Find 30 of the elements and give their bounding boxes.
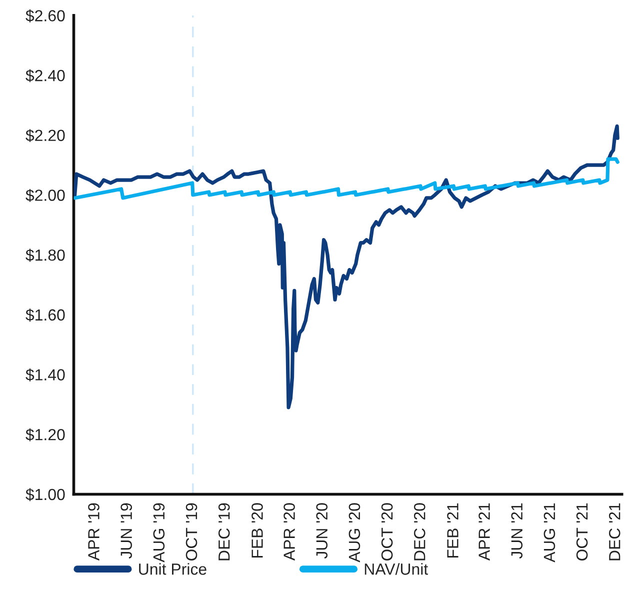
x-tick-label: OCT '19 bbox=[186, 503, 198, 560]
y-tick-label: $2.60 bbox=[26, 9, 65, 22]
x-tick-label: DEC '20 bbox=[414, 503, 426, 560]
x-tick-label: FEB '21 bbox=[447, 503, 458, 558]
x-tick-label: JUN '19 bbox=[120, 503, 132, 559]
x-tick-label: APR '19 bbox=[88, 503, 100, 561]
x-tick-label: DEC '19 bbox=[218, 503, 230, 560]
x-tick-label: OCT '21 bbox=[576, 503, 588, 560]
x-tick-label: FEB '20 bbox=[252, 503, 263, 558]
y-tick-label: $2.00 bbox=[26, 188, 65, 202]
x-tick-label: OCT '20 bbox=[381, 503, 393, 560]
x-tick-label: JUN '21 bbox=[511, 503, 523, 559]
legend-label: NAV/Unit bbox=[364, 563, 428, 575]
y-tick-label: $2.40 bbox=[26, 69, 65, 82]
y-tick-label: $1.80 bbox=[26, 248, 65, 262]
x-tick-label: APR '21 bbox=[478, 503, 490, 561]
y-tick-label: $2.20 bbox=[26, 129, 65, 142]
y-tick-label: $1.60 bbox=[26, 308, 65, 322]
legend-label: Unit Price bbox=[139, 563, 206, 575]
y-tick-label: $1.20 bbox=[26, 428, 65, 442]
x-tick-label: AUG '21 bbox=[544, 503, 556, 562]
line-series bbox=[74, 124, 620, 410]
x-tick-label: AUG '19 bbox=[153, 503, 165, 562]
x-tick-label: JUN '20 bbox=[316, 503, 328, 559]
x-tick-label: DEC '21 bbox=[608, 503, 620, 560]
y-tick-label: $1.40 bbox=[26, 368, 65, 382]
line-series bbox=[74, 157, 620, 200]
y-tick-label: $1.00 bbox=[26, 488, 65, 502]
x-tick-label: AUG '20 bbox=[348, 503, 360, 562]
x-tick-label: APR '20 bbox=[284, 503, 295, 561]
